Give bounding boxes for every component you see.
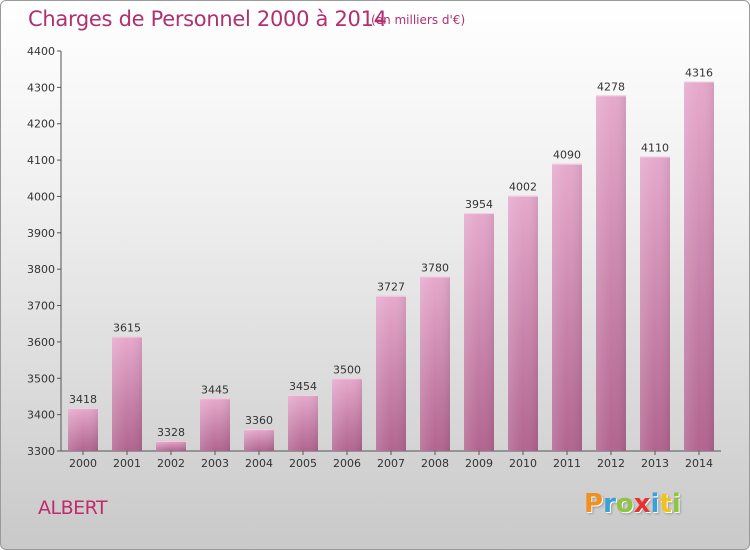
proxiti-logo: Proxiti — [584, 489, 681, 519]
logo-letter: o — [615, 489, 634, 519]
bar-shading — [596, 95, 626, 451]
logo-letter: P — [584, 489, 604, 519]
data-label: 4110 — [641, 141, 669, 154]
x-tick-label: 2008 — [421, 457, 449, 470]
data-label: 4002 — [509, 181, 537, 194]
x-tick-label: 2014 — [685, 457, 713, 470]
chart-subtitle: (en milliers d'€) — [371, 13, 466, 27]
bar-shading — [376, 295, 406, 451]
y-tick-label: 3400 — [27, 409, 55, 422]
x-tick-label: 2006 — [333, 457, 361, 470]
logo-letter: i — [671, 489, 681, 519]
bar-shading — [684, 81, 714, 451]
bar-shading — [156, 440, 186, 451]
data-label: 3454 — [289, 380, 317, 393]
logo-letter: r — [603, 489, 616, 519]
data-label: 4278 — [597, 80, 625, 93]
data-label: 3954 — [465, 198, 493, 211]
x-tick-label: 2000 — [69, 457, 97, 470]
x-tick-label: 2005 — [289, 457, 317, 470]
bar-shading — [640, 156, 670, 452]
data-label: 3727 — [377, 281, 405, 294]
data-label: 3360 — [245, 414, 273, 427]
bar-shading — [244, 429, 274, 451]
logo-letter: i — [650, 489, 660, 519]
chart-title: Charges de Personnel 2000 à 2014 — [28, 7, 387, 31]
y-tick-label: 3800 — [27, 263, 55, 276]
labels: 2000 3418 2001 3615 2002 3328 2003 3445 2004 3360… — [69, 67, 713, 470]
bar-shading — [464, 213, 494, 451]
data-label: 3328 — [157, 426, 185, 439]
bar-shading — [288, 395, 318, 451]
y-tick-label: 4200 — [27, 118, 55, 131]
x-tick-label: 2007 — [377, 457, 405, 470]
data-label: 4090 — [553, 149, 581, 162]
data-label: 4316 — [685, 67, 713, 80]
x-tick-label: 2010 — [509, 457, 537, 470]
y-tick-label: 3300 — [27, 445, 55, 458]
x-tick-label: 2011 — [553, 457, 581, 470]
y-tick-label: 3700 — [27, 300, 55, 313]
bar-shading — [420, 276, 450, 451]
data-label: 3500 — [333, 363, 361, 376]
data-label: 3445 — [201, 383, 229, 396]
bar-shading — [68, 408, 98, 451]
logo-letter: t — [659, 489, 672, 519]
x-tick-label: 2004 — [245, 457, 273, 470]
logo-letter: x — [633, 489, 651, 519]
x-tick-label: 2009 — [465, 457, 493, 470]
x-tick-label: 2012 — [597, 457, 625, 470]
town-name: ALBERT — [38, 497, 108, 519]
y-tick-label: 3500 — [27, 372, 55, 385]
data-label: 3418 — [69, 393, 97, 406]
y-tick-label: 4100 — [27, 154, 55, 167]
bar-shading — [508, 195, 538, 451]
bar-shading — [200, 398, 230, 451]
x-tick-label: 2013 — [641, 457, 669, 470]
x-tick-label: 2003 — [201, 457, 229, 470]
x-tick-label: 2001 — [113, 457, 141, 470]
x-tick-label: 2002 — [157, 457, 185, 470]
axes: 3300 3400 3500 3600 3700 3800 3900 4000 4100 4200… — [27, 45, 721, 458]
bar-shading — [552, 163, 582, 451]
bar-shading — [112, 336, 142, 451]
y-tick-label: 4400 — [27, 45, 55, 58]
bar-shading — [332, 378, 362, 451]
y-tick-label: 4300 — [27, 81, 55, 94]
y-tick-label: 3600 — [27, 336, 55, 349]
y-tick-label: 4000 — [27, 190, 55, 203]
data-label: 3780 — [421, 261, 449, 274]
bars — [68, 81, 714, 452]
y-tick-label: 3900 — [27, 227, 55, 240]
data-label: 3615 — [113, 321, 141, 334]
